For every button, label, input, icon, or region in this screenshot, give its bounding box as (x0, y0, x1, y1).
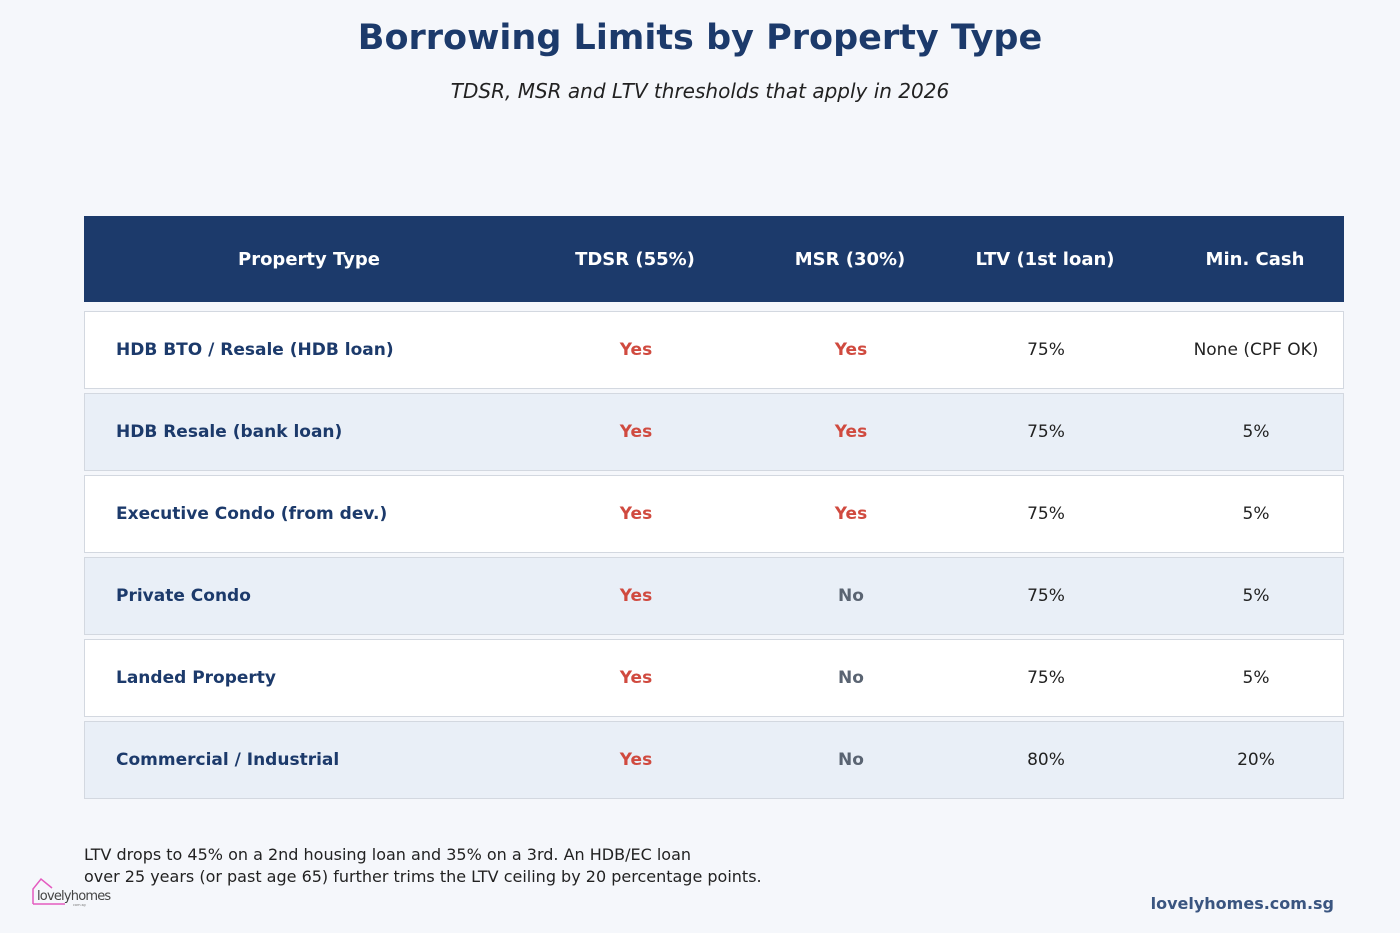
lovelyhomes-logo: lovelyhomes com.sg (32, 877, 112, 907)
svg-text:lovelyhomes: lovelyhomes (37, 889, 111, 904)
table-row: HDB Resale (bank loan) Yes Yes 75% 5% (84, 393, 1344, 471)
column-header-msr: MSR (30%) (794, 248, 906, 270)
column-header-property-type: Property Type (238, 248, 380, 270)
min-cash-cell: 5% (1242, 586, 1270, 606)
min-cash-cell: None (CPF OK) (1193, 340, 1319, 360)
ltv-cell: 75% (1027, 340, 1065, 360)
tdsr-cell: Yes (619, 668, 653, 688)
msr-cell: Yes (834, 504, 868, 524)
msr-cell: No (838, 586, 864, 606)
property-type-cell: HDB Resale (bank loan) (116, 422, 343, 442)
property-type-cell: Private Condo (116, 586, 251, 606)
property-type-cell: HDB BTO / Resale (HDB loan) (116, 340, 394, 360)
msr-cell: Yes (834, 340, 868, 360)
column-header-ltv: LTV (1st loan) (975, 248, 1115, 270)
min-cash-cell: 5% (1242, 504, 1270, 524)
property-type-cell: Landed Property (116, 668, 277, 688)
tdsr-cell: Yes (619, 422, 653, 442)
ltv-cell: 75% (1027, 586, 1065, 606)
property-type-cell: Executive Condo (from dev.) (116, 504, 388, 524)
footnote: LTV drops to 45% on a 2nd housing loan a… (84, 844, 762, 888)
house-icon (32, 877, 53, 904)
ltv-cell: 80% (1027, 750, 1065, 770)
ltv-cell: 75% (1027, 422, 1065, 442)
table-row: Private Condo Yes No 75% 5% (84, 557, 1344, 635)
min-cash-cell: 5% (1242, 422, 1270, 442)
property-type-cell: Commercial / Industrial (116, 750, 340, 770)
table-row: Landed Property Yes No 75% 5% (84, 639, 1344, 717)
tdsr-cell: Yes (619, 750, 653, 770)
table-row: HDB BTO / Resale (HDB loan) Yes Yes 75% None… (84, 311, 1344, 389)
footnote-line: LTV drops to 45% on a 2nd housing loan a… (84, 845, 692, 864)
tdsr-cell: Yes (619, 504, 653, 524)
tdsr-cell: Yes (619, 340, 653, 360)
table-row: Commercial / Industrial Yes No 80% 20% (84, 721, 1344, 799)
table-row: Executive Condo (from dev.) Yes Yes 75% 5% (84, 475, 1344, 553)
msr-cell: Yes (834, 422, 868, 442)
column-header-min-cash: Min. Cash (1205, 248, 1305, 270)
tdsr-cell: Yes (619, 586, 653, 606)
table-header: Property Type TDSR (55%) MSR (30%) LTV (… (84, 216, 1344, 302)
column-header-tdsr: TDSR (55%) (575, 248, 695, 270)
msr-cell: No (838, 750, 864, 770)
ltv-cell: 75% (1027, 668, 1065, 688)
min-cash-cell: 5% (1242, 668, 1270, 688)
site-url: lovelyhomes.com.sg (1150, 894, 1334, 913)
msr-cell: No (838, 668, 864, 688)
ltv-cell: 75% (1027, 504, 1065, 524)
page-subtitle: TDSR, MSR and LTV thresholds that apply … (450, 79, 950, 103)
borrowing-limits-table: Property Type TDSR (55%) MSR (30%) LTV (… (84, 216, 1344, 803)
footnote-line: over 25 years (or past age 65) further t… (84, 867, 762, 886)
min-cash-cell: 20% (1237, 750, 1275, 770)
svg-text:com.sg: com.sg (73, 903, 86, 907)
page-title: Borrowing Limits by Property Type (357, 18, 1043, 58)
